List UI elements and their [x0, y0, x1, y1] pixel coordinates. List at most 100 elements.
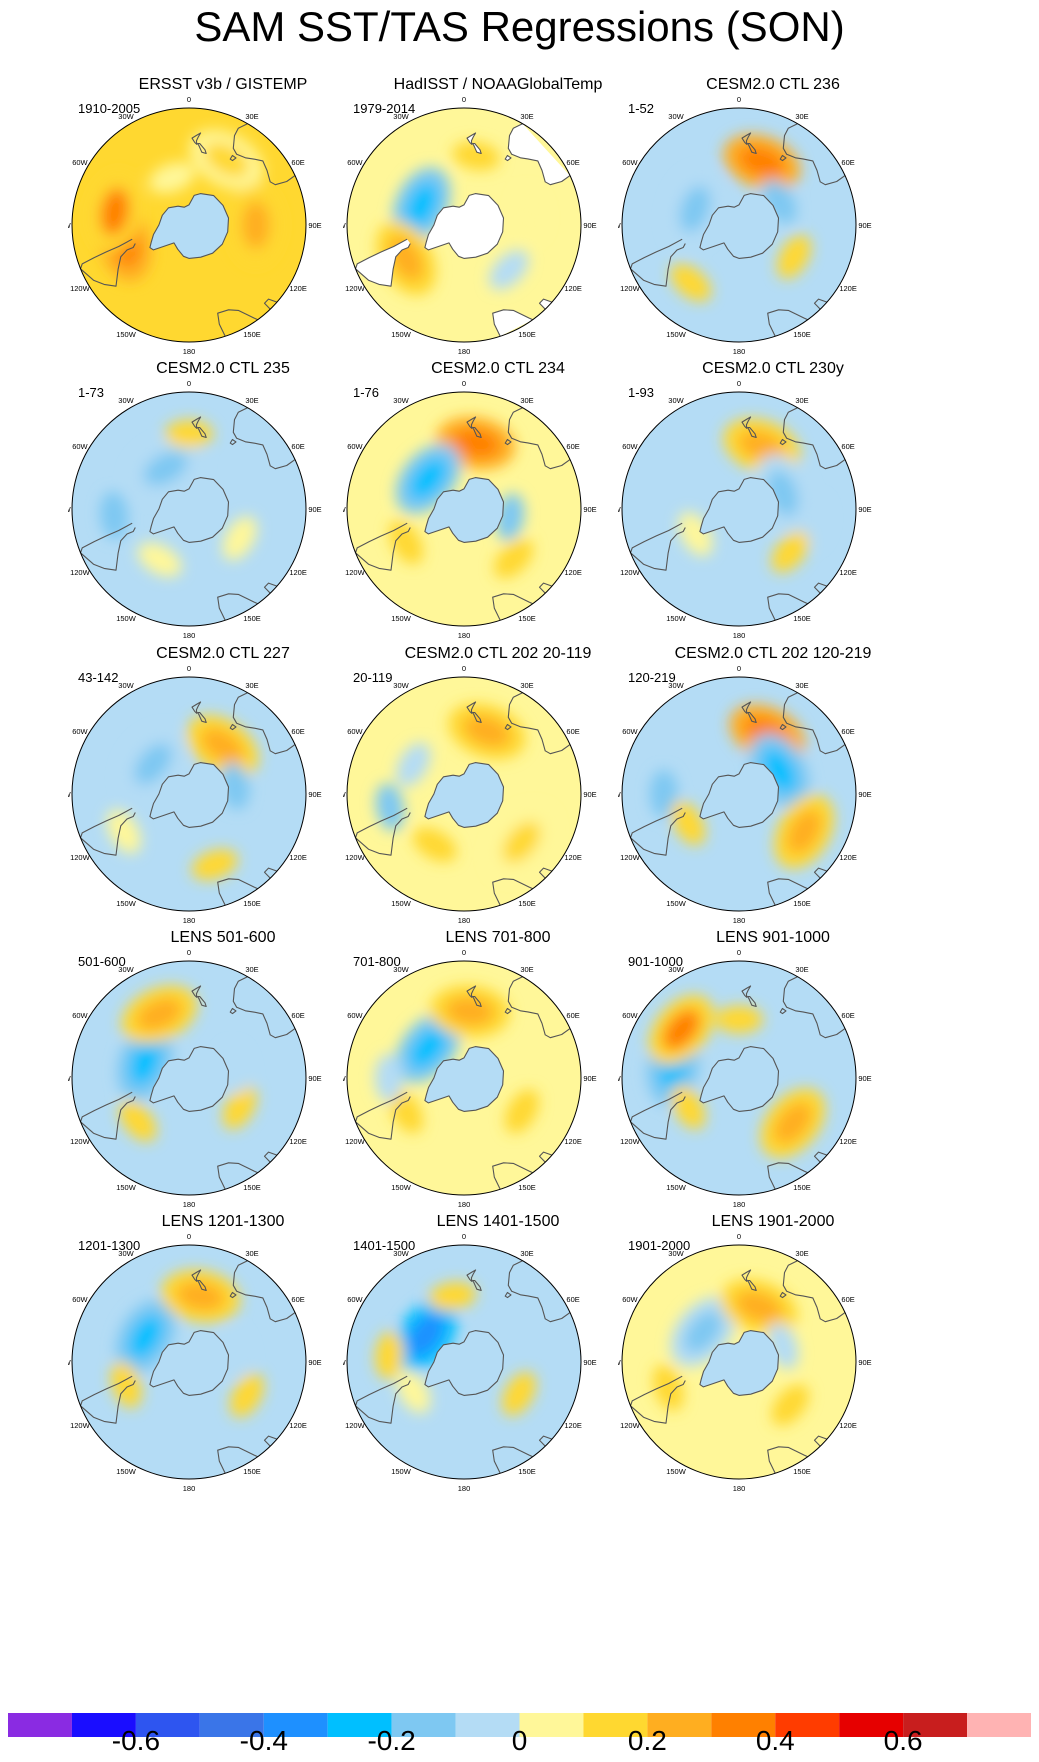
coastline [504, 438, 512, 446]
longitude-label: 0 [737, 1232, 741, 1241]
coastline [747, 426, 757, 439]
longitude-label: 30W [393, 1249, 409, 1258]
colorbar-box [775, 1713, 840, 1737]
longitude-label: 180 [733, 1484, 746, 1493]
panel-title: CESM2.0 CTL 236 [706, 76, 840, 93]
coastline [629, 1091, 686, 1140]
polar-map: 0 30E 60E 90E 120E 150E 180 150W 120W 90W 60W 30W [618, 1232, 872, 1493]
longitude-label: 120E [839, 1137, 857, 1146]
longitude-label: 90E [583, 505, 596, 514]
longitude-label: 150E [518, 1183, 536, 1192]
anomaly-core [99, 491, 129, 540]
longitude-label: 60E [291, 1295, 304, 1304]
colorbar-tick: 0.4 [755, 1725, 795, 1756]
coastline [492, 309, 534, 337]
anomaly-core [136, 998, 182, 1031]
longitude-label: 90E [583, 790, 596, 799]
longitude-label: 90E [308, 505, 321, 514]
longitude-label: 120E [564, 568, 582, 577]
coastline [492, 1446, 534, 1474]
coastline [229, 723, 237, 731]
longitude-label: 90W [343, 1074, 347, 1083]
coastline [767, 309, 809, 337]
longitude-label: 60W [622, 1295, 638, 1304]
longitude-label: 120W [620, 1137, 641, 1146]
colorbar-box [455, 1713, 520, 1737]
polar-map: 0 30E 60E 90E 120E 150E 180 150W 120W 90W 60W 30W [68, 95, 322, 356]
coastline [232, 976, 296, 1039]
longitude-label: 120W [70, 568, 91, 577]
anomaly-core [504, 1089, 539, 1134]
map-panel: CESM2.0 CTL 227 43-142 0 30E 60E 90E 120E 150E 1… [68, 644, 378, 944]
polar-map: 0 30E 60E 90E 120E 150E 180 150W 120W 90W 60W 30W [68, 948, 322, 1209]
coastline [492, 593, 534, 621]
longitude-label: 30W [118, 396, 134, 405]
longitude-label: 90E [858, 221, 871, 230]
longitude-label: 90W [618, 221, 622, 230]
longitude-label: 90E [858, 505, 871, 514]
coastline [354, 1091, 411, 1140]
longitude-label: 90W [618, 1358, 622, 1367]
coastline [504, 723, 512, 731]
polar-map: 0 30E 60E 90E 120E 150E 180 150W 120W 90W 60W 30W [343, 664, 597, 925]
colorbar-box [327, 1713, 392, 1737]
longitude-label: 0 [737, 95, 741, 104]
anomaly-core [374, 1054, 403, 1102]
longitude-label: 150W [116, 330, 137, 339]
panel-title: CESM2.0 CTL 235 [156, 360, 290, 377]
longitude-label: 30E [520, 112, 533, 121]
coastline [197, 1279, 207, 1292]
coastline [354, 1375, 411, 1424]
panel-period: 901-1000 [628, 954, 683, 969]
coastline [354, 238, 411, 287]
antarctica-coastline [149, 1046, 230, 1112]
coastline [217, 1162, 259, 1190]
longitude-label: 120E [564, 284, 582, 293]
longitude-label: 120W [345, 1137, 366, 1146]
coastline [229, 1291, 237, 1299]
longitude-label: 90E [308, 1358, 321, 1367]
longitude-label: 0 [462, 95, 466, 104]
coastline [232, 692, 296, 755]
coastline [217, 593, 259, 621]
longitude-label: 150W [116, 1467, 137, 1476]
colorbar-box [583, 1713, 648, 1737]
longitude-label: 60W [72, 727, 88, 736]
longitude-label: 30W [668, 396, 684, 405]
anomaly-core [389, 1089, 424, 1134]
coastline [232, 1260, 296, 1323]
longitude-label: 30E [245, 396, 258, 405]
map-panel: LENS 1901-2000 1901-2000 0 30E 60E 90E 120E 150… [618, 1212, 928, 1512]
polar-map: 0 30E 60E 90E 120E 150E 180 150W 120W 90W 60W 30W [68, 1232, 322, 1493]
longitude-label: 60W [622, 1011, 638, 1020]
panel-title: CESM2.0 CTL 234 [431, 360, 565, 377]
map-boundary [71, 391, 307, 627]
colorbar-box [647, 1713, 712, 1737]
longitude-label: 30E [245, 112, 258, 121]
anomaly-core [100, 188, 130, 236]
longitude-label: 30W [393, 965, 409, 974]
coastline [232, 123, 296, 186]
coastline [779, 723, 787, 731]
longitude-label: 60W [72, 1011, 88, 1020]
anomaly-core [201, 728, 244, 765]
panel-period: 20-119 [353, 670, 393, 685]
colorbar-box [967, 1713, 1031, 1737]
longitude-label: 120E [289, 1137, 307, 1146]
map-boundary [346, 960, 582, 1196]
longitude-label: 60E [291, 1011, 304, 1020]
longitude-label: 120E [289, 568, 307, 577]
map-panel: CESM2.0 CTL 202 120-219 120-219 0 30E 60E 90E… [618, 644, 928, 944]
anomaly-core [735, 1291, 783, 1323]
coastline [747, 711, 757, 724]
colorbar-box [135, 1713, 200, 1737]
longitude-label: 90W [618, 1074, 622, 1083]
panel-title: CESM2.0 CTL 230y [702, 360, 844, 377]
anomaly-core [241, 201, 270, 249]
longitude-label: 60E [841, 158, 854, 167]
colorbar-tick: 0.2 [627, 1725, 667, 1756]
anomaly-core [119, 1100, 157, 1142]
coastline [79, 522, 136, 571]
coastline [629, 1375, 686, 1424]
colorbar-box [519, 1713, 584, 1737]
